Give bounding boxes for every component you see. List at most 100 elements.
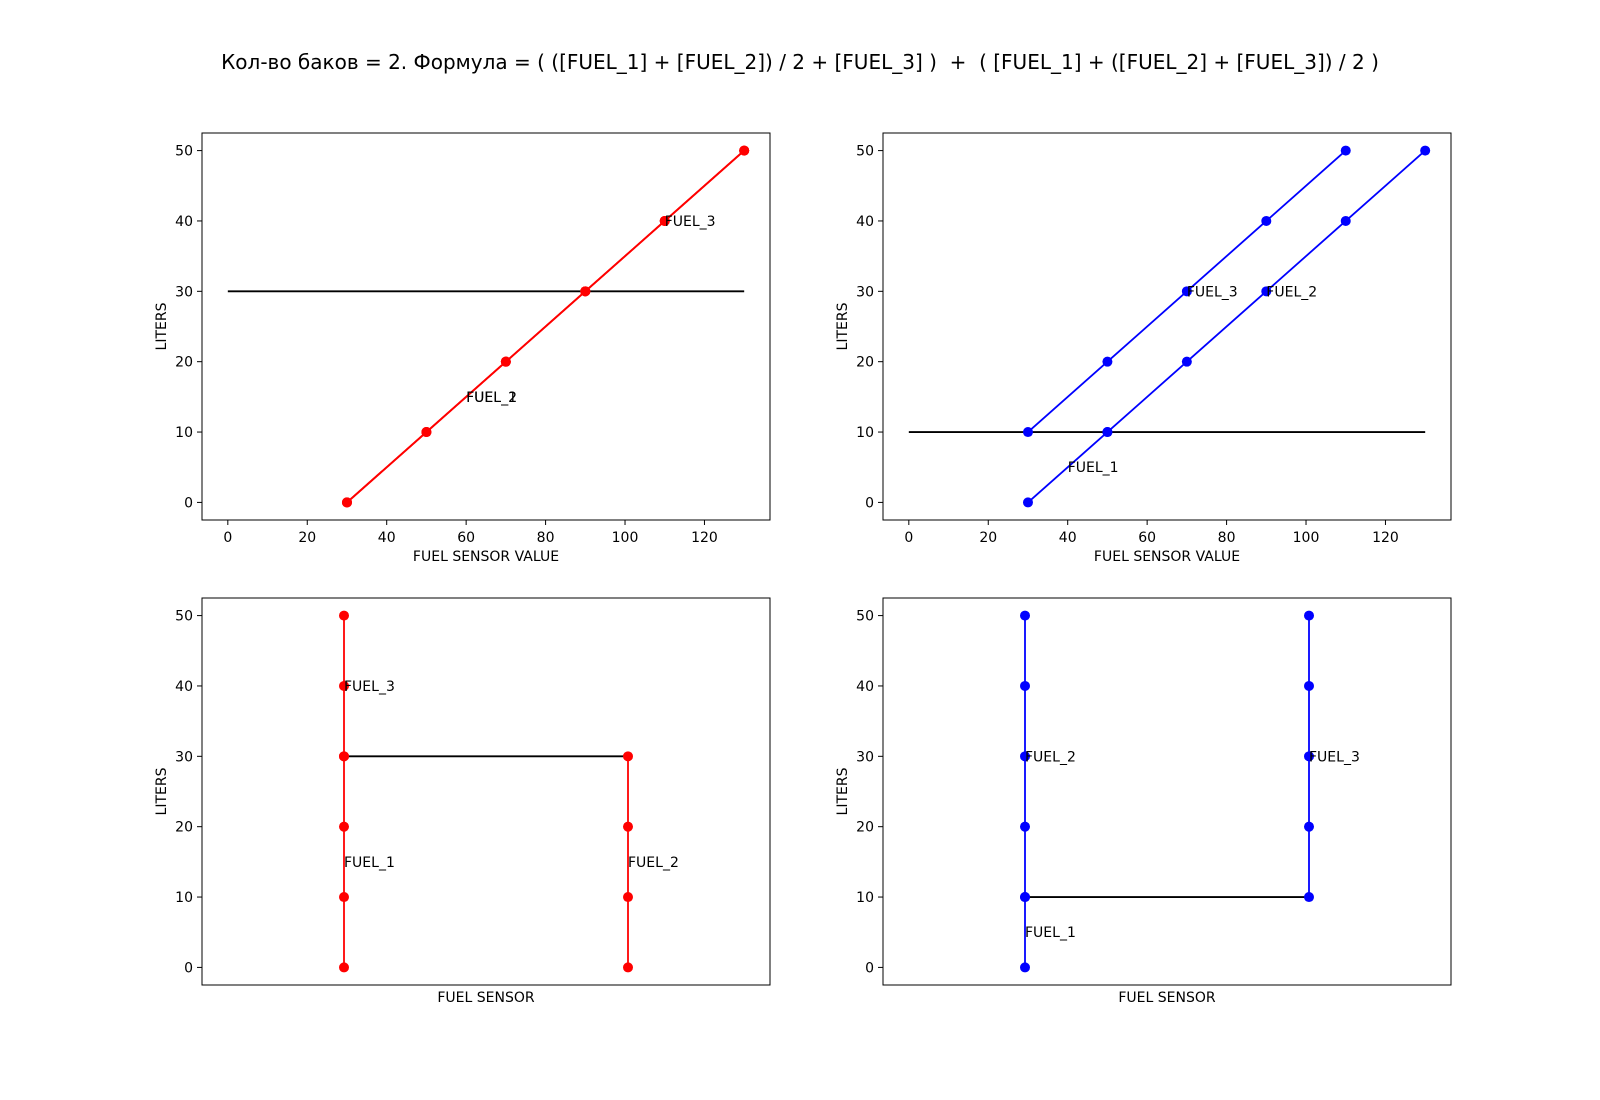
- y-tick-label: 10: [175, 425, 193, 441]
- x-tick-label: 40: [378, 530, 396, 546]
- x-axis-label: FUEL SENSOR VALUE: [413, 549, 559, 565]
- data-point-fuel-2: [1020, 821, 1030, 832]
- data-point-fuel-2: [1020, 680, 1030, 691]
- y-tick-label: 20: [175, 820, 193, 836]
- x-tick-label: 0: [223, 530, 232, 546]
- annotation-fuel-3: FUEL_3: [344, 679, 395, 695]
- y-axis-label: LITERS: [154, 302, 170, 350]
- subplot-bottom-right: 0 10 20 30 40 50 FUEL SENSOR LITERS FUEL_1 FUEL_2…: [835, 597, 1452, 1006]
- data-point-fuel-3: [339, 751, 349, 762]
- annotation-fuel-1: FUEL_1: [344, 855, 395, 871]
- x-tick-label: 20: [979, 530, 997, 546]
- x-tick-label: 80: [537, 530, 555, 546]
- y-axis-label: LITERS: [154, 767, 170, 815]
- annotation-fuel-1: FUEL_1: [466, 390, 517, 406]
- x-tick-label: 120: [1372, 530, 1399, 546]
- y-tick-label: 40: [856, 679, 874, 695]
- y-axis-label: LITERS: [835, 302, 851, 350]
- axes-frame: [882, 597, 1452, 986]
- data-point-fuel-2: [1181, 356, 1192, 367]
- x-axis-label: FUEL SENSOR: [1118, 990, 1216, 1006]
- data-point-fuel-3: [1102, 356, 1113, 367]
- axes-frame: [201, 597, 771, 986]
- data-point-fuel-3: [1261, 215, 1272, 226]
- y-tick-label: 40: [175, 214, 193, 230]
- x-tick-label: 120: [691, 530, 718, 546]
- data-point-fuel-2: [1020, 610, 1030, 621]
- data-point-fuel-3: [1304, 892, 1314, 903]
- series-line-fuel-1: [1027, 431, 1109, 504]
- y-tick-label: 50: [175, 144, 193, 160]
- y-tick-label: 10: [175, 890, 193, 906]
- data-point-fuel-3: [580, 286, 591, 297]
- y-tick-label: 0: [184, 495, 193, 511]
- data-point-fuel-2: [623, 962, 633, 973]
- annotation-fuel-1: FUEL_1: [1068, 460, 1119, 476]
- annotation-fuel-2: FUEL_2: [628, 855, 679, 871]
- series-line-fuel-3: [346, 149, 745, 504]
- annotation-fuel-3: FUEL_3: [665, 214, 716, 230]
- y-tick-label: 30: [856, 284, 874, 300]
- y-tick-label: 40: [175, 679, 193, 695]
- x-tick-label: 0: [904, 530, 913, 546]
- y-tick-label: 50: [175, 609, 193, 625]
- x-axis-label: FUEL SENSOR: [437, 990, 535, 1006]
- y-tick-label: 20: [175, 355, 193, 371]
- data-point-fuel-3: [1304, 821, 1314, 832]
- data-point-fuel-3: [659, 215, 670, 226]
- y-tick-label: 0: [865, 960, 874, 976]
- x-tick-label: 100: [1293, 530, 1320, 546]
- x-tick-label: 80: [1218, 530, 1236, 546]
- subplot-top-right: 0 10 20 30 40 50 0 20 40 60 80 100 120 FUEL SENSOR VA…: [835, 132, 1452, 565]
- x-tick-label: 100: [612, 530, 639, 546]
- data-point-fuel-1: [1020, 962, 1030, 973]
- data-point-fuel-2: [1102, 427, 1113, 438]
- annotation-fuel-3: FUEL_3: [1309, 749, 1360, 765]
- y-axis-label: LITERS: [835, 767, 851, 815]
- data-point-fuel-3: [339, 610, 349, 621]
- data-point-fuel-2: [1261, 286, 1272, 297]
- annotation-fuel-2: FUEL_2: [1025, 749, 1076, 765]
- data-point-fuel-2: [623, 751, 633, 762]
- y-tick-label: 50: [856, 609, 874, 625]
- data-point-fuel-2: [1340, 215, 1351, 226]
- figure-title: Кол-во баков = 2. Формула = ( ([FUEL_1] …: [221, 50, 1379, 74]
- data-point-fuel-3: [421, 427, 432, 438]
- data-point-fuel-2: [1020, 892, 1030, 903]
- subplot-top-left: 0 10 20 30 40 50 0 20 40 60 80 100 120 FUEL SENSOR VA…: [154, 132, 771, 565]
- y-tick-label: 20: [856, 355, 874, 371]
- data-point-fuel-3: [500, 356, 511, 367]
- y-tick-label: 50: [856, 144, 874, 160]
- y-tick-label: 10: [856, 890, 874, 906]
- annotation-fuel-2: FUEL_2: [1266, 284, 1317, 300]
- data-point-fuel-3: [339, 680, 349, 691]
- axes-frame: [882, 132, 1452, 521]
- data-point-fuel-3: [1340, 145, 1351, 156]
- data-point-fuel-3: [1304, 610, 1314, 621]
- data-point-fuel-3: [739, 145, 750, 156]
- y-tick-label: 10: [856, 425, 874, 441]
- data-point-fuel-3: [1304, 751, 1314, 762]
- x-tick-label: 20: [298, 530, 316, 546]
- data-point-fuel-2: [1420, 145, 1431, 156]
- data-point-fuel-1: [339, 892, 349, 903]
- axes-frame: [201, 132, 771, 521]
- y-tick-label: 30: [175, 749, 193, 765]
- y-tick-label: 30: [175, 284, 193, 300]
- y-tick-label: 40: [856, 214, 874, 230]
- x-tick-label: 60: [457, 530, 475, 546]
- y-tick-label: 0: [865, 495, 874, 511]
- y-tick-label: 20: [856, 820, 874, 836]
- data-point-fuel-1: [339, 821, 349, 832]
- x-tick-label: 60: [1138, 530, 1156, 546]
- y-tick-label: 0: [184, 960, 193, 976]
- data-point-fuel-2: [623, 892, 633, 903]
- x-axis-label: FUEL SENSOR VALUE: [1094, 549, 1240, 565]
- subplot-bottom-left: 0 10 20 30 40 50 FUEL SENSOR LITERS FUEL_1 FUEL_2…: [154, 597, 771, 1006]
- data-point-fuel-2: [623, 821, 633, 832]
- data-point-fuel-1: [1022, 497, 1033, 508]
- annotation-fuel-2: FUEL_2: [466, 390, 517, 406]
- data-point-fuel-3: [1304, 680, 1314, 691]
- data-point-fuel-3: [1181, 286, 1192, 297]
